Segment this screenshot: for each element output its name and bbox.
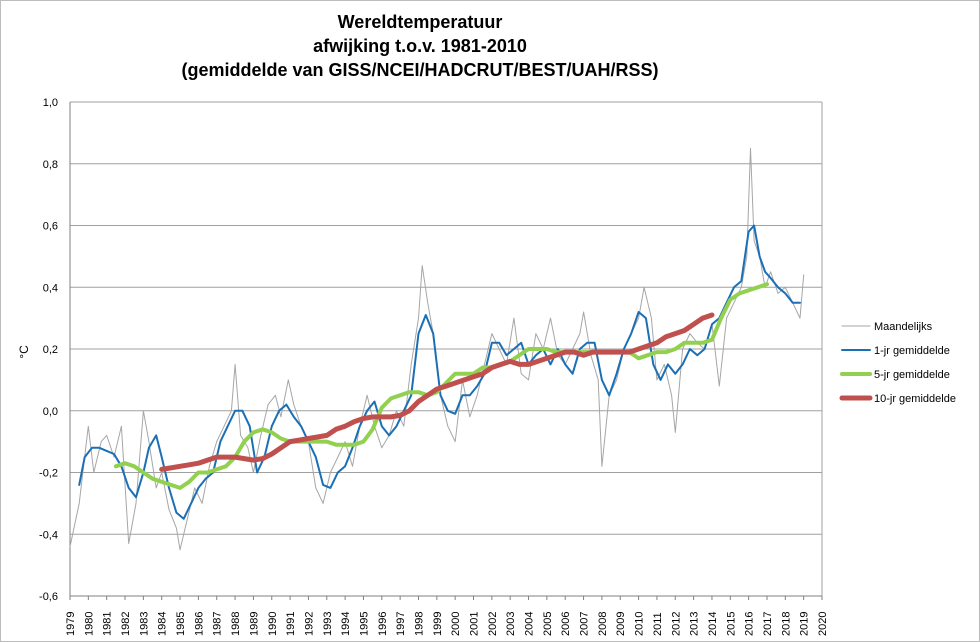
x-tick-label: 2017 [762,612,774,636]
legend-label-4: 10-jr gemiddelde [874,393,956,405]
x-tick-label: 1986 [193,612,205,636]
x-tick-label: 1980 [83,612,95,636]
x-tick-label: 1994 [340,612,352,636]
x-tick-label: 2003 [505,612,517,636]
y-tick-label: 0,6 [43,221,58,233]
x-tick-label: 2018 [780,612,792,636]
chart-title-line-3: (gemiddelde van GISS/NCEI/HADCRUT/BEST/U… [181,60,659,80]
y-tick-label: 1,0 [43,97,58,109]
x-tick-label: 1992 [303,612,315,636]
x-tick-label: 2001 [469,612,481,636]
x-tick-label: 1988 [230,612,242,636]
y-tick-label: -0,6 [39,591,58,603]
x-tick-label: 2006 [560,612,572,636]
x-tick-label: 2009 [615,612,627,636]
y-tick-label: -0,4 [39,529,58,541]
x-tick-label: 2004 [524,612,536,636]
x-tick-label: 1983 [138,612,150,636]
x-tick-label: 1985 [175,612,187,636]
y-axis-label: °C [17,345,31,359]
x-tick-label: 1999 [432,612,444,636]
legend-label-1: Maandelijks [874,321,933,333]
chart-title-line-1: Wereldtemperatuur [337,12,503,32]
grid-lines [70,101,822,597]
x-tick-label: 2014 [707,612,719,636]
legend: Maandelijks 1-jr gemiddelde 5-jr gemiddeld… [839,321,956,405]
chart-title-line-2: afwijking t.o.v. 1981-2010 [313,36,527,56]
y-tick-label: 0,8 [43,159,58,171]
x-tick-label: 2000 [450,612,462,636]
x-tick-label: 1979 [65,612,77,636]
x-tick-label: 2016 [744,612,756,636]
legend-label-2: 1-jr gemiddelde [874,345,950,357]
x-tick-label: 1990 [267,612,279,636]
x-tick-label: 2012 [670,612,682,636]
series-line-2 [78,224,801,520]
x-tick-label: 1991 [285,612,297,636]
x-tick-label: 1998 [413,612,425,636]
x-tick-label: 1982 [120,612,132,636]
x-tick-label: 1981 [102,612,114,636]
x-tick-label: 1997 [395,612,407,636]
x-tick-label: 2008 [597,612,609,636]
series-line-4 [159,312,715,472]
y-tick-label: 0,4 [43,282,58,294]
x-tick-label: 2007 [579,612,591,636]
series-lines [69,147,805,551]
x-tick-label: 1984 [157,612,169,636]
x-tick-label: 1995 [358,612,370,636]
legend-label-3: 5-jr gemiddelde [874,369,950,381]
x-tick-label: 1987 [212,612,224,636]
y-tick-label: -0,2 [39,468,58,480]
x-tick-label: 1989 [248,612,260,636]
x-tick-label: 2005 [542,612,554,636]
x-tick-label: 2020 [817,612,829,636]
x-tick-label: 2010 [634,612,646,636]
y-tick-label: 0,2 [43,344,58,356]
x-tick-label: 2015 [725,612,737,636]
x-tick-label: 1996 [377,612,389,636]
axes: -0,6 -0,4 -0,2 0,0 0,2 0,4 0,6 0,8 1,0 1979 1980 19… [39,97,829,636]
x-tick-label: 2013 [689,612,701,636]
x-tick-label: 2019 [799,612,811,636]
x-tick-label: 1993 [322,612,334,636]
x-tick-label: 2011 [652,612,664,636]
x-tick-label: 2002 [487,612,499,636]
y-tick-label: 0,0 [43,406,58,418]
